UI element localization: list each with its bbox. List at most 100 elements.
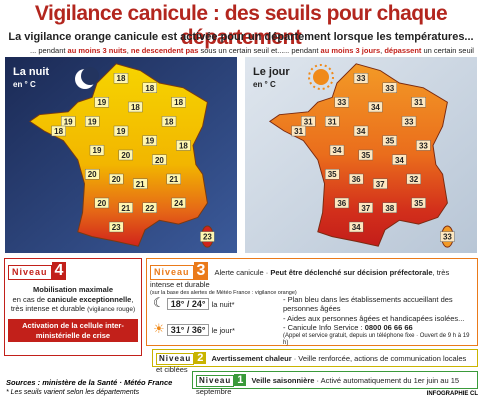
department-threshold: 37 xyxy=(361,204,370,213)
label-box xyxy=(142,135,158,146)
department-threshold: 35 xyxy=(414,199,423,208)
caption-text: , xyxy=(126,46,131,55)
map-label: La nuit xyxy=(13,66,49,78)
map-unit: en ° C xyxy=(13,80,36,89)
level-word: Niveau xyxy=(196,375,235,387)
label-box xyxy=(171,197,186,209)
thresholds: ☾ 18° / 24° la nuit* ☀ 31° / 36° le jour… xyxy=(153,295,235,337)
level-title: , très intense et durable xyxy=(150,268,450,290)
department-threshold: 34 xyxy=(371,103,380,112)
sources: Sources : ministère de la Santé · Météo … xyxy=(6,378,173,387)
department-threshold: 33 xyxy=(419,141,428,150)
department-threshold: 31 xyxy=(414,98,423,107)
label-box xyxy=(324,168,340,180)
department-threshold: 20 xyxy=(88,170,97,179)
department-threshold: 19 xyxy=(97,98,106,107)
label-box xyxy=(329,144,345,156)
department-threshold: 19 xyxy=(64,117,73,126)
label-box xyxy=(108,173,124,185)
label-box xyxy=(353,125,369,137)
department-threshold: 19 xyxy=(145,137,154,146)
label-box xyxy=(166,173,182,185)
sun-rays xyxy=(308,64,334,90)
department-threshold: 22 xyxy=(145,204,154,213)
label-box xyxy=(324,116,340,127)
sun xyxy=(313,69,329,85)
department-threshold: 38 xyxy=(385,204,394,213)
label-box xyxy=(161,116,177,127)
label-box xyxy=(113,125,129,137)
department-threshold: 35 xyxy=(328,170,337,179)
label-box xyxy=(291,125,306,137)
department-threshold: 18 xyxy=(54,127,63,136)
department-threshold: 21 xyxy=(136,180,145,189)
level-word: Niveau xyxy=(8,265,52,281)
department-threshold: 37 xyxy=(376,180,385,189)
label-box xyxy=(171,97,186,108)
label-box xyxy=(440,231,455,242)
text: , très intense et durable xyxy=(10,294,134,313)
department-threshold: 23 xyxy=(112,223,121,232)
department-threshold: 21 xyxy=(169,175,178,184)
label-box xyxy=(176,140,191,151)
department-threshold: 35 xyxy=(385,137,394,146)
department-threshold: 18 xyxy=(131,103,140,112)
label-box xyxy=(353,73,369,84)
footnote: * Les seuils varient selon les départeme… xyxy=(6,389,140,396)
department-threshold: 31 xyxy=(328,117,337,126)
label-box xyxy=(118,149,134,161)
label-box xyxy=(301,116,316,127)
map-label: Le jour xyxy=(253,66,290,78)
label-box xyxy=(416,140,431,151)
label-box xyxy=(368,101,383,113)
text: (vigilance rouge) xyxy=(87,306,136,313)
label-box xyxy=(392,154,407,166)
level-text: en cas de canicule exceptionnelle, très … xyxy=(8,295,138,315)
level-4-box: Niveau 4 Mobilisation maximale en cas de … xyxy=(4,258,142,356)
department-threshold: 36 xyxy=(337,199,346,208)
night-caption: ... pendant au moins 3 nuits, ne descend… xyxy=(30,46,283,55)
label-box xyxy=(84,116,100,127)
department-threshold: 34 xyxy=(352,223,361,232)
label-box xyxy=(113,73,129,84)
department-threshold: 20 xyxy=(155,156,164,165)
map-unit: en ° C xyxy=(253,80,276,89)
text-bold: canicule exceptionnelle xyxy=(47,294,132,304)
level-number: 3 xyxy=(193,262,209,280)
department-threshold: 34 xyxy=(333,146,342,155)
level-number: 1 xyxy=(234,374,247,386)
department-threshold: 33 xyxy=(337,98,346,107)
label-box xyxy=(108,221,124,233)
caption-text: ... pendant xyxy=(30,46,68,55)
label-box xyxy=(51,125,66,137)
level-title: Mobilisation maximale xyxy=(32,285,114,295)
label-box xyxy=(142,82,158,93)
label-box xyxy=(152,154,167,166)
label-box xyxy=(382,202,398,214)
label-box xyxy=(118,202,134,214)
level-action: Activation de la cellule inter-ministéri… xyxy=(8,319,138,342)
department-threshold: 23 xyxy=(203,233,212,242)
level-text: · Veille renforcée, actions de communica… xyxy=(156,354,467,374)
caption-text: , xyxy=(380,46,385,55)
label-box xyxy=(128,101,143,113)
label-box xyxy=(334,197,350,209)
label-box xyxy=(94,97,110,108)
label-box xyxy=(94,197,110,209)
department-threshold: 36 xyxy=(352,175,361,184)
department-threshold: 18 xyxy=(117,74,126,83)
label-box xyxy=(334,97,350,108)
department-threshold: 33 xyxy=(357,74,366,83)
level-number: 4 xyxy=(51,262,67,280)
label-box xyxy=(382,135,398,146)
label-box xyxy=(358,149,374,161)
caption-bold: ne descendent pas xyxy=(130,46,199,55)
label-box xyxy=(89,144,105,156)
department-threshold: 31 xyxy=(294,127,303,136)
measure: - Canicule Info Service : xyxy=(283,323,365,333)
department-threshold: 33 xyxy=(405,117,414,126)
caption-text: un certain seuil xyxy=(421,46,474,55)
